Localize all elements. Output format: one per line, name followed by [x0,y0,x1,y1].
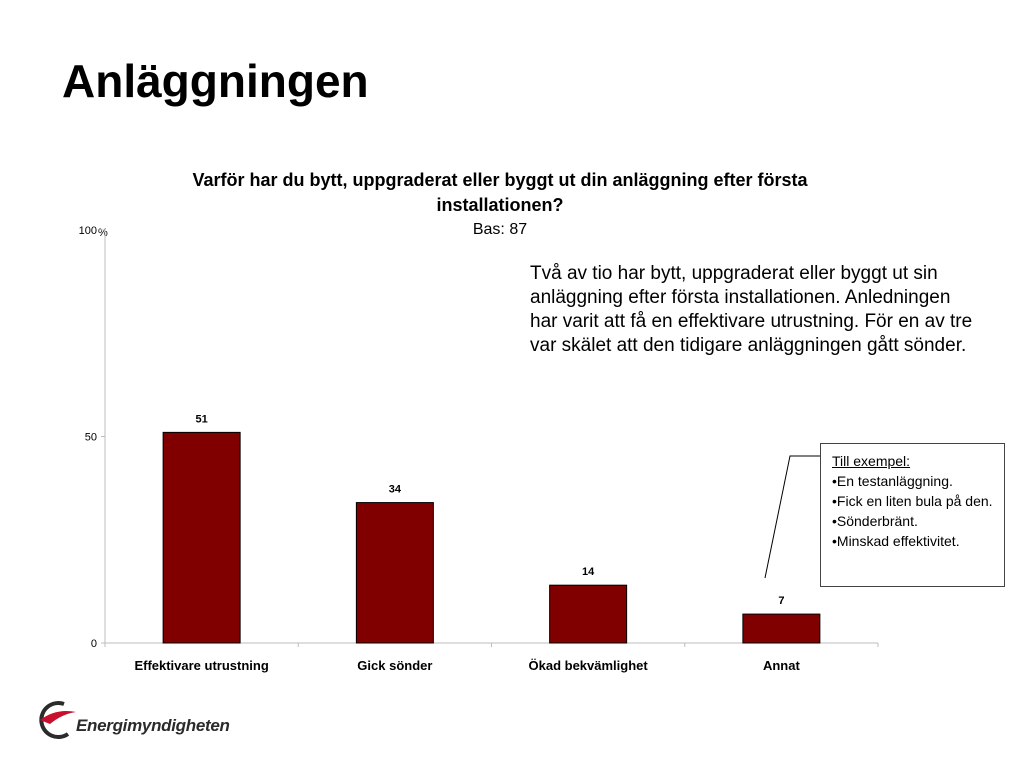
x-tick-label: Annat [763,658,801,673]
callout-item: •En testanläggning. [832,473,953,489]
x-tick-label: Ökad bekvämlighet [529,658,649,673]
y-tick-label: 50 [85,432,97,444]
data-label: 7 [778,595,784,607]
slide-title: Anläggningen [62,55,369,107]
energimyndigheten-logo [39,701,76,740]
logo-accent-icon [40,711,76,724]
logo-text: Energimyndigheten [76,716,230,735]
chart-bars: 51 34 14 7 [162,413,821,644]
y-tick-label: 100 [79,225,97,237]
bar [549,584,628,644]
chart-axes: 0 50 100 Effektivare utrustning Gick sönder Ö… [79,225,879,673]
callout-item: •Sönderbränt. [832,513,918,529]
chart-subtitle: Bas: 87 [472,221,528,238]
x-tick-label: Gick sönder [357,658,432,673]
x-tick-label: Effektivare utrustning [134,658,268,673]
callout-connector [764,455,820,579]
chart-title: Varför har du bytt, uppgraderat eller by… [192,170,808,215]
bar [355,502,434,644]
bar [162,431,241,644]
callout-item: •Minskad effektivitet. [832,533,960,549]
data-label: 51 [196,413,208,425]
y-tick-label: 0 [91,638,97,650]
chart-note: Två av tio har bytt, uppgraderat eller b… [530,263,973,356]
data-label: 14 [582,566,595,578]
callout-item: •Fick en liten bula på den. [832,493,993,509]
bar [742,613,821,644]
callout-box: Till exempel: •En testanläggning. •Fick … [820,443,1005,587]
callout-heading: Till exempel: [832,453,911,469]
y-axis-unit: % [98,227,108,239]
data-label: 34 [389,484,402,496]
logo-swoosh-icon [39,701,70,740]
